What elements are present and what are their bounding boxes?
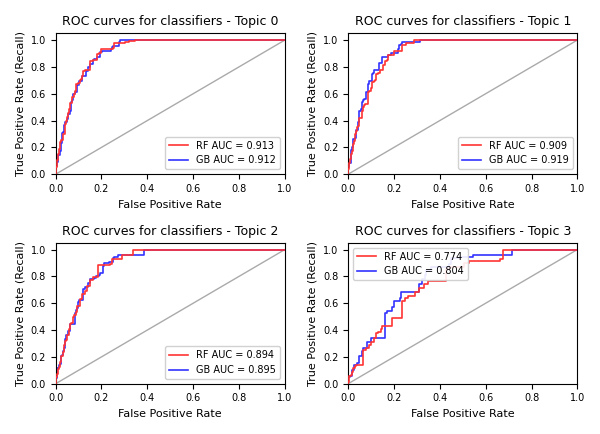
Line: RF AUC = 0.909: RF AUC = 0.909 [348,40,577,174]
RF AUC = 0.909 [345,164,352,170]
Y-axis label: True Positive Rate (Recall): True Positive Rate (Recall) [307,241,317,386]
RF AUC = 0.894 [86,277,94,282]
RF AUC = 0.913 [281,37,289,43]
GB AUC = 0.919 [416,37,424,43]
RF AUC = 0.913 [132,37,139,43]
RF AUC = 0.894 [87,277,94,282]
RF AUC = 0.909 [574,37,581,43]
RF AUC = 0.774 [344,381,352,386]
Line: RF AUC = 0.774: RF AUC = 0.774 [348,250,577,384]
GB AUC = 0.919 [365,81,373,86]
GB AUC = 0.804 [344,381,352,386]
GB AUC = 0.895 [140,247,147,252]
RF AUC = 0.909 [373,71,380,76]
RF AUC = 0.894 [55,367,62,372]
RF AUC = 0.894 [52,375,59,380]
RF AUC = 0.909 [371,77,379,82]
RF AUC = 0.913 [53,164,60,170]
GB AUC = 0.804 [347,374,354,379]
GB AUC = 0.804 [574,247,581,252]
X-axis label: False Positive Rate: False Positive Rate [118,200,222,210]
GB AUC = 0.919 [349,144,356,149]
GB AUC = 0.895 [52,376,59,381]
Y-axis label: True Positive Rate (Recall): True Positive Rate (Recall) [15,31,25,176]
GB AUC = 0.919 [344,171,352,177]
Legend: RF AUC = 0.774, GB AUC = 0.804: RF AUC = 0.774, GB AUC = 0.804 [353,248,468,280]
RF AUC = 0.909 [418,37,425,43]
RF AUC = 0.913 [54,155,61,160]
Line: GB AUC = 0.804: GB AUC = 0.804 [348,250,577,384]
Line: GB AUC = 0.919: GB AUC = 0.919 [348,40,577,174]
GB AUC = 0.912 [69,98,76,103]
RF AUC = 0.774 [346,373,353,378]
Legend: RF AUC = 0.909, GB AUC = 0.919: RF AUC = 0.909, GB AUC = 0.919 [458,137,572,169]
RF AUC = 0.913 [52,171,59,177]
RF AUC = 0.909 [346,156,353,161]
Line: RF AUC = 0.913: RF AUC = 0.913 [56,40,285,174]
GB AUC = 0.912 [52,171,59,177]
GB AUC = 0.804 [431,264,438,270]
RF AUC = 0.774 [404,293,412,299]
Line: GB AUC = 0.912: GB AUC = 0.912 [56,40,285,174]
RF AUC = 0.774 [353,363,360,368]
RF AUC = 0.894 [55,367,62,372]
X-axis label: False Positive Rate: False Positive Rate [118,409,222,419]
RF AUC = 0.913 [52,171,59,177]
Line: GB AUC = 0.895: GB AUC = 0.895 [56,250,285,384]
RF AUC = 0.913 [56,150,63,155]
Y-axis label: True Positive Rate (Recall): True Positive Rate (Recall) [15,241,25,386]
RF AUC = 0.909 [344,171,352,177]
RF AUC = 0.774 [401,296,409,301]
GB AUC = 0.919 [345,168,352,173]
RF AUC = 0.909 [349,141,356,146]
Title: ROC curves for classifiers - Topic 3: ROC curves for classifiers - Topic 3 [355,224,571,237]
RF AUC = 0.894 [130,247,137,252]
RF AUC = 0.894 [52,381,59,386]
RF AUC = 0.774 [347,373,354,378]
GB AUC = 0.912 [52,168,59,173]
X-axis label: False Positive Rate: False Positive Rate [411,409,515,419]
GB AUC = 0.919 [574,37,581,43]
Title: ROC curves for classifiers - Topic 2: ROC curves for classifiers - Topic 2 [62,224,278,237]
GB AUC = 0.912 [55,152,62,157]
Title: ROC curves for classifiers - Topic 1: ROC curves for classifiers - Topic 1 [355,15,571,28]
GB AUC = 0.895 [52,376,59,381]
Y-axis label: True Positive Rate (Recall): True Positive Rate (Recall) [307,31,317,176]
X-axis label: False Positive Rate: False Positive Rate [411,200,515,210]
GB AUC = 0.919 [346,161,353,166]
RF AUC = 0.909 [344,171,352,177]
GB AUC = 0.895 [55,365,62,371]
GB AUC = 0.912 [281,37,289,43]
GB AUC = 0.804 [346,375,353,380]
GB AUC = 0.804 [508,247,515,252]
GB AUC = 0.804 [358,350,365,355]
RF AUC = 0.774 [499,247,506,252]
GB AUC = 0.912 [52,166,59,171]
GB AUC = 0.804 [423,267,430,273]
Legend: RF AUC = 0.913, GB AUC = 0.912: RF AUC = 0.913, GB AUC = 0.912 [165,137,280,169]
GB AUC = 0.895 [56,362,63,368]
GB AUC = 0.804 [347,374,354,379]
Legend: RF AUC = 0.894, GB AUC = 0.895: RF AUC = 0.894, GB AUC = 0.895 [165,346,280,379]
RF AUC = 0.894 [281,247,289,252]
Line: RF AUC = 0.894: RF AUC = 0.894 [56,250,285,384]
RF AUC = 0.894 [52,375,59,380]
RF AUC = 0.774 [574,247,581,252]
GB AUC = 0.919 [344,169,352,174]
GB AUC = 0.895 [281,247,289,252]
GB AUC = 0.895 [86,276,94,281]
Title: ROC curves for classifiers - Topic 0: ROC curves for classifiers - Topic 0 [62,15,278,28]
RF AUC = 0.913 [71,92,78,97]
GB AUC = 0.919 [365,85,372,91]
RF AUC = 0.774 [347,373,354,378]
GB AUC = 0.912 [128,37,135,43]
GB AUC = 0.912 [53,160,61,165]
GB AUC = 0.912 [70,92,77,97]
GB AUC = 0.895 [52,381,59,386]
GB AUC = 0.895 [86,276,94,281]
RF AUC = 0.913 [73,82,80,87]
